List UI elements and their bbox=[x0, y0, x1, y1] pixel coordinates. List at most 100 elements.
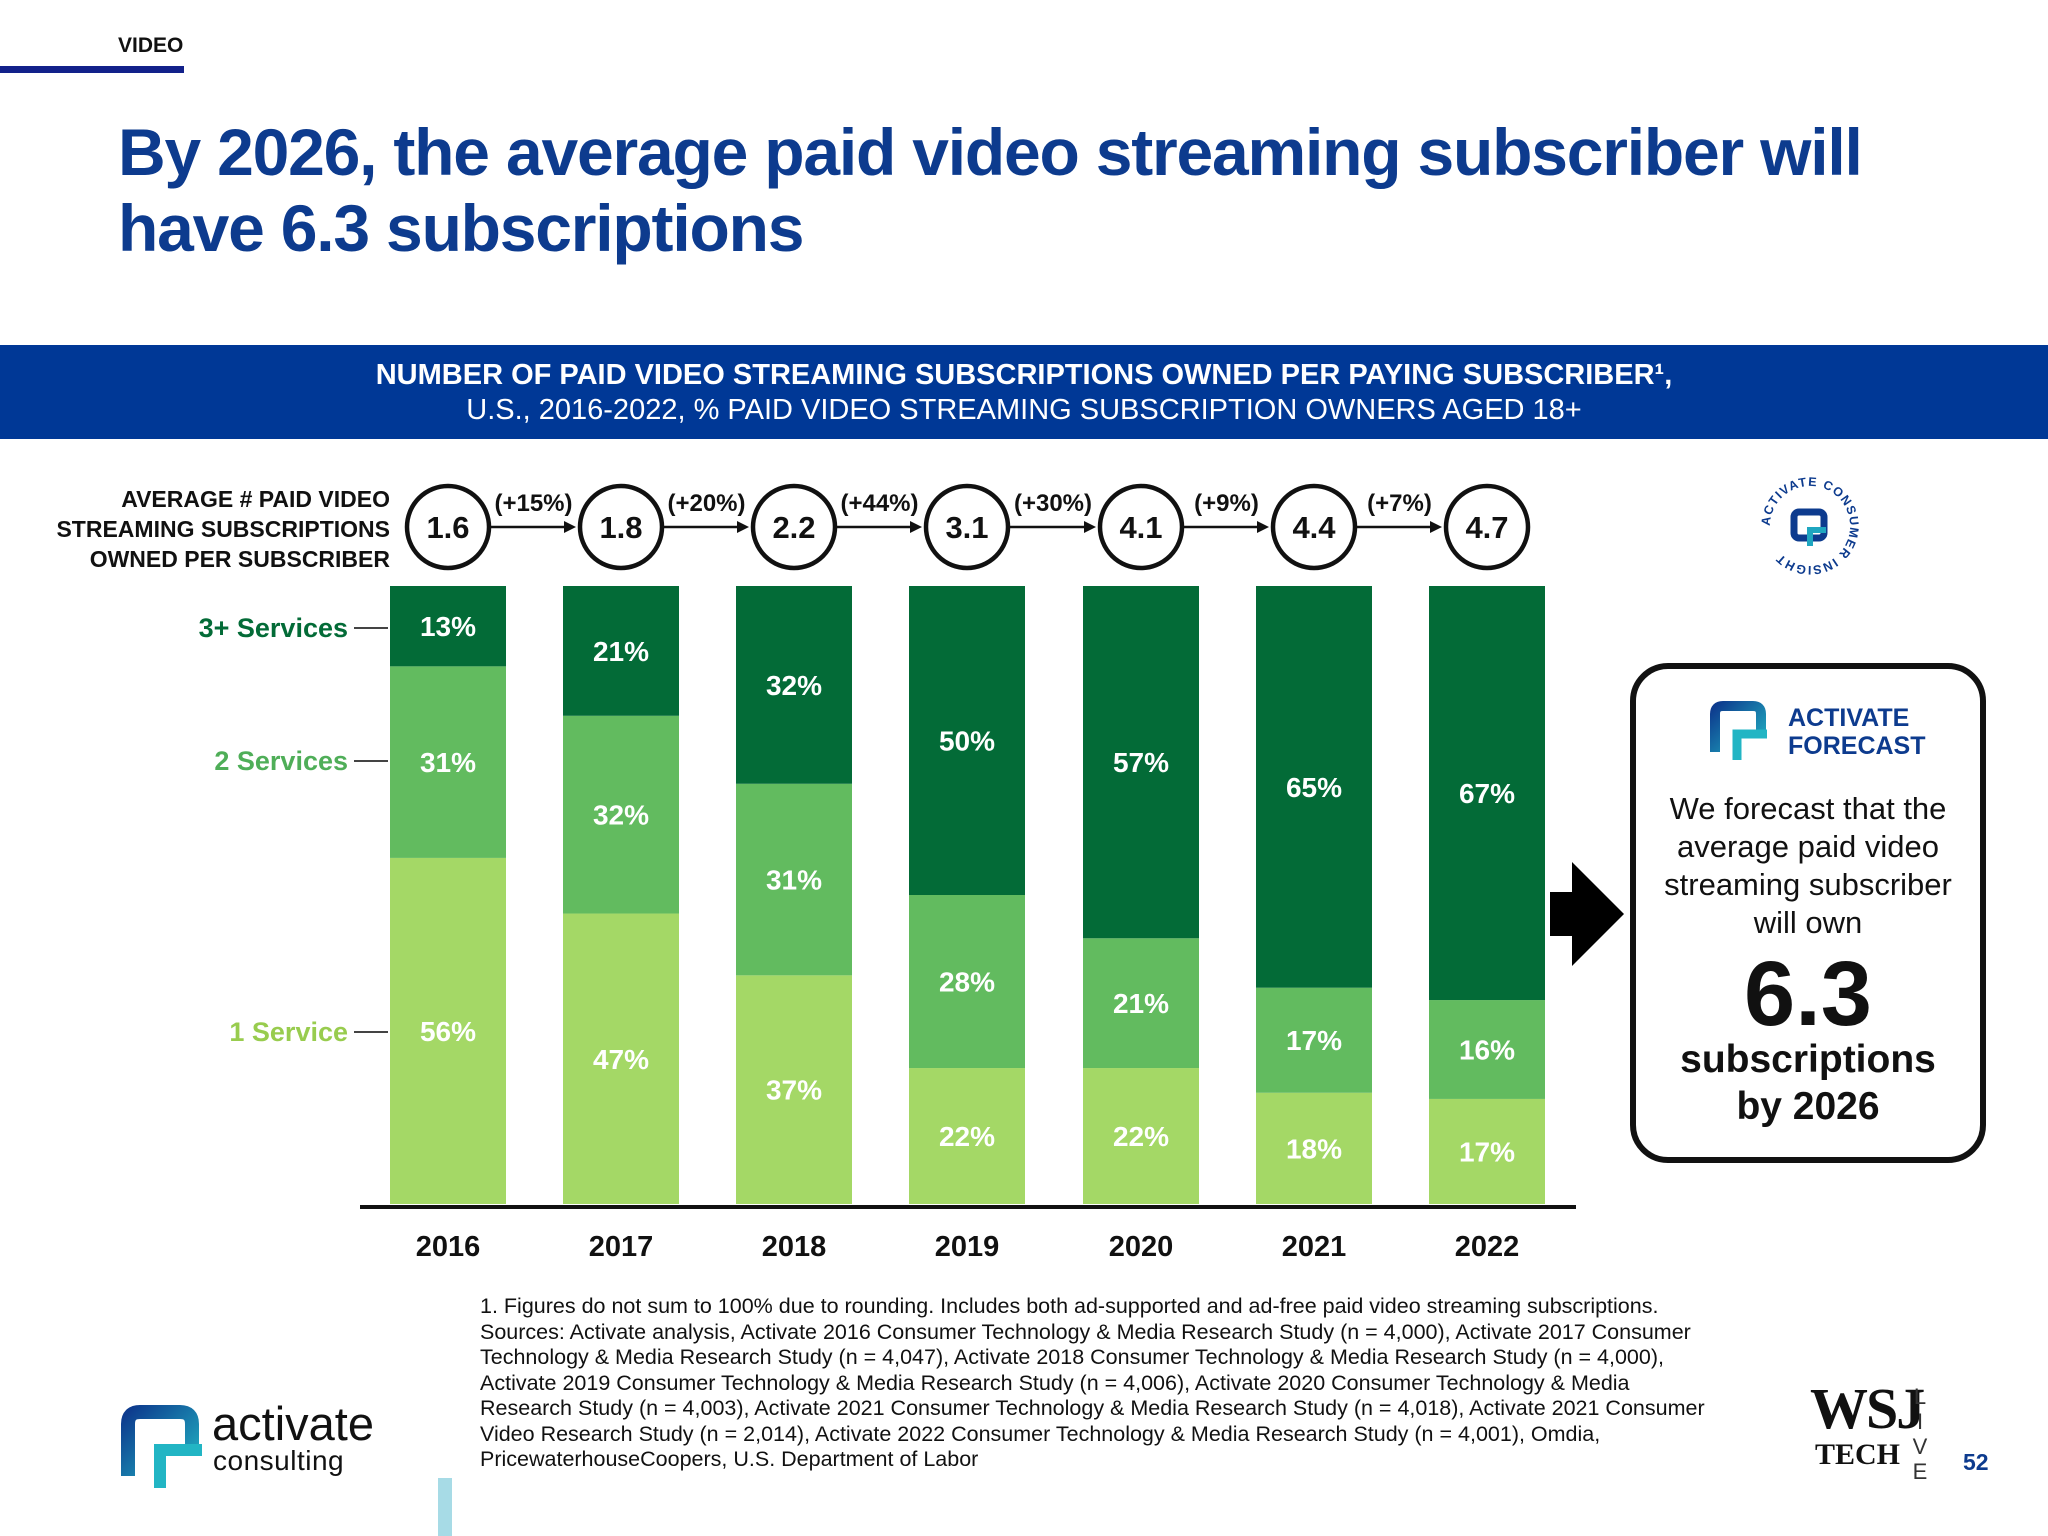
average-circle bbox=[923, 483, 1011, 571]
forecast-callout bbox=[1630, 663, 1986, 1163]
bar-segment-2021-1 bbox=[1256, 1092, 1372, 1204]
company-logo-word: activate bbox=[212, 1397, 374, 1450]
partner-logo-live: L I V E bbox=[1908, 1384, 1932, 1484]
bar-segment-2020-3 bbox=[1083, 586, 1199, 939]
live-letter: I bbox=[1916, 1409, 1924, 1434]
bar-segment-2017-3 bbox=[563, 586, 679, 716]
growth-label: (+30%) bbox=[1014, 490, 1092, 517]
growth-arrowhead bbox=[1430, 521, 1442, 533]
forecast-text-line: average paid video bbox=[1677, 829, 1939, 864]
forecast-text-line: streaming subscriber bbox=[1664, 867, 1952, 902]
bar-segment-2016-3 bbox=[390, 586, 506, 667]
live-letter: E bbox=[1912, 1459, 1928, 1484]
forecast-number: 6.3 bbox=[1744, 943, 1872, 1045]
bar-segment-2017-1 bbox=[563, 913, 679, 1204]
data-label: 21% bbox=[1113, 988, 1169, 1019]
decorative-strip bbox=[438, 1478, 452, 1536]
average-value: 3.1 bbox=[945, 510, 988, 545]
x-tick-label: 2016 bbox=[416, 1231, 481, 1263]
activate-consulting-logo-icon bbox=[121, 1405, 202, 1488]
average-label-line: STREAMING SUBSCRIPTIONS bbox=[56, 516, 390, 542]
forecast-suffix-line: subscriptions bbox=[1680, 1038, 1936, 1081]
chart-title-banner: NUMBER OF PAID VIDEO STREAMING SUBSCRIPT… bbox=[0, 345, 2048, 439]
footnote-line: Research Study (n = 4,003), Activate 202… bbox=[480, 1396, 1705, 1420]
data-label: 65% bbox=[1286, 772, 1342, 803]
growth-label: (+20%) bbox=[667, 490, 745, 517]
forecast-suffix: subscriptions by 2026 bbox=[1630, 1036, 1986, 1130]
data-label: 21% bbox=[593, 636, 649, 667]
bar-segment-2019-3 bbox=[909, 586, 1025, 895]
data-label: 17% bbox=[1459, 1136, 1515, 1167]
average-value: 4.1 bbox=[1119, 510, 1162, 545]
x-tick-label: 2017 bbox=[589, 1231, 654, 1263]
x-tick-label: 2021 bbox=[1282, 1231, 1347, 1263]
arrow-right-icon bbox=[1550, 862, 1624, 966]
growth-arrowhead bbox=[1084, 521, 1096, 533]
growth-arrowhead bbox=[737, 521, 749, 533]
data-label: 22% bbox=[1113, 1121, 1169, 1152]
growth-arrowhead bbox=[910, 521, 922, 533]
average-value: 4.4 bbox=[1292, 510, 1336, 545]
activate-logo-icon bbox=[1710, 701, 1767, 760]
footnote-line: PricewaterhouseCoopers, U.S. Department … bbox=[480, 1447, 979, 1471]
footnote: 1. Figures do not sum to 100% due to rou… bbox=[480, 1294, 1800, 1473]
average-value: 1.6 bbox=[426, 510, 469, 545]
company-logo-sub: consulting bbox=[213, 1445, 345, 1476]
data-label: 57% bbox=[1113, 747, 1169, 778]
footnote-line: Video Research Study (n = 2,014), Activa… bbox=[480, 1421, 1601, 1446]
chart-subtitle: U.S., 2016-2022, % PAID VIDEO STREAMING … bbox=[466, 394, 1582, 426]
forecast-brand: ACTIVATE FORECAST bbox=[1788, 704, 1926, 760]
data-label: 13% bbox=[420, 611, 476, 642]
x-tick-label: 2018 bbox=[762, 1231, 827, 1263]
growth-label: (+7%) bbox=[1367, 490, 1432, 517]
svg-text:ACTIVATE CONSUMER INSIGHT: ACTIVATE CONSUMER INSIGHT bbox=[1759, 475, 1862, 577]
average-circle bbox=[750, 483, 838, 571]
data-label: 17% bbox=[1286, 1025, 1342, 1056]
section-label: VIDEO bbox=[118, 34, 184, 57]
badge-text: ACTIVATE CONSUMER INSIGHT bbox=[1759, 475, 1860, 577]
average-value: 4.7 bbox=[1465, 510, 1508, 545]
section-rule bbox=[0, 66, 184, 73]
growth-arrowhead bbox=[1257, 521, 1269, 533]
data-label: 31% bbox=[766, 865, 822, 896]
bar-segment-2020-1 bbox=[1083, 1068, 1199, 1204]
average-value: 1.8 bbox=[599, 510, 642, 545]
consumer-insight-badge: ACTIVATE CONSUMER INSIGHT bbox=[1759, 475, 1862, 577]
average-label-line: AVERAGE # PAID VIDEO bbox=[121, 486, 390, 512]
average-circle bbox=[577, 483, 665, 571]
data-label: 37% bbox=[766, 1075, 822, 1106]
forecast-text-line: We forecast that the bbox=[1669, 791, 1947, 826]
bar-segment-2021-3 bbox=[1256, 586, 1372, 988]
average-circle bbox=[1097, 483, 1185, 571]
growth-label: (+44%) bbox=[840, 490, 918, 517]
bar-segment-2022-3 bbox=[1429, 586, 1545, 1001]
average-circle bbox=[1270, 483, 1358, 571]
data-label: 22% bbox=[939, 1121, 995, 1152]
data-label: 50% bbox=[939, 726, 995, 757]
footnote-line: Activate 2019 Consumer Technology & Medi… bbox=[480, 1370, 1630, 1395]
data-label: 67% bbox=[1459, 778, 1515, 809]
footnote-line: Sources: Activate analysis, Activate 201… bbox=[480, 1319, 1691, 1344]
average-row-label: AVERAGE # PAID VIDEO STREAMING SUBSCRIPT… bbox=[56, 484, 390, 574]
partner-logo-word: WSJ bbox=[1810, 1376, 1925, 1441]
legend-label: 3+ Services bbox=[199, 613, 348, 643]
average-circle bbox=[404, 483, 492, 571]
data-label: 56% bbox=[420, 1016, 476, 1047]
forecast-brand-line: FORECAST bbox=[1788, 732, 1926, 760]
data-label: 31% bbox=[420, 747, 476, 778]
data-label: 47% bbox=[593, 1044, 649, 1075]
data-label: 16% bbox=[1459, 1035, 1515, 1066]
live-letter: V bbox=[1912, 1434, 1928, 1459]
partner-logo-sub: TECH bbox=[1815, 1438, 1901, 1471]
bar-segment-2018-3 bbox=[736, 586, 852, 784]
page-title: By 2026, the average paid video streamin… bbox=[118, 115, 1863, 265]
live-letter: L bbox=[1913, 1384, 1927, 1409]
legend-label: 1 Service bbox=[229, 1017, 348, 1047]
bar-segment-2020-2 bbox=[1083, 938, 1199, 1069]
forecast-suffix-line: by 2026 bbox=[1736, 1085, 1880, 1128]
bar-segment-2017-2 bbox=[563, 715, 679, 914]
bar-segment-2022-1 bbox=[1429, 1098, 1545, 1204]
chart-title: NUMBER OF PAID VIDEO STREAMING SUBSCRIPT… bbox=[375, 359, 1673, 391]
x-tick-label: 2019 bbox=[935, 1231, 1000, 1263]
